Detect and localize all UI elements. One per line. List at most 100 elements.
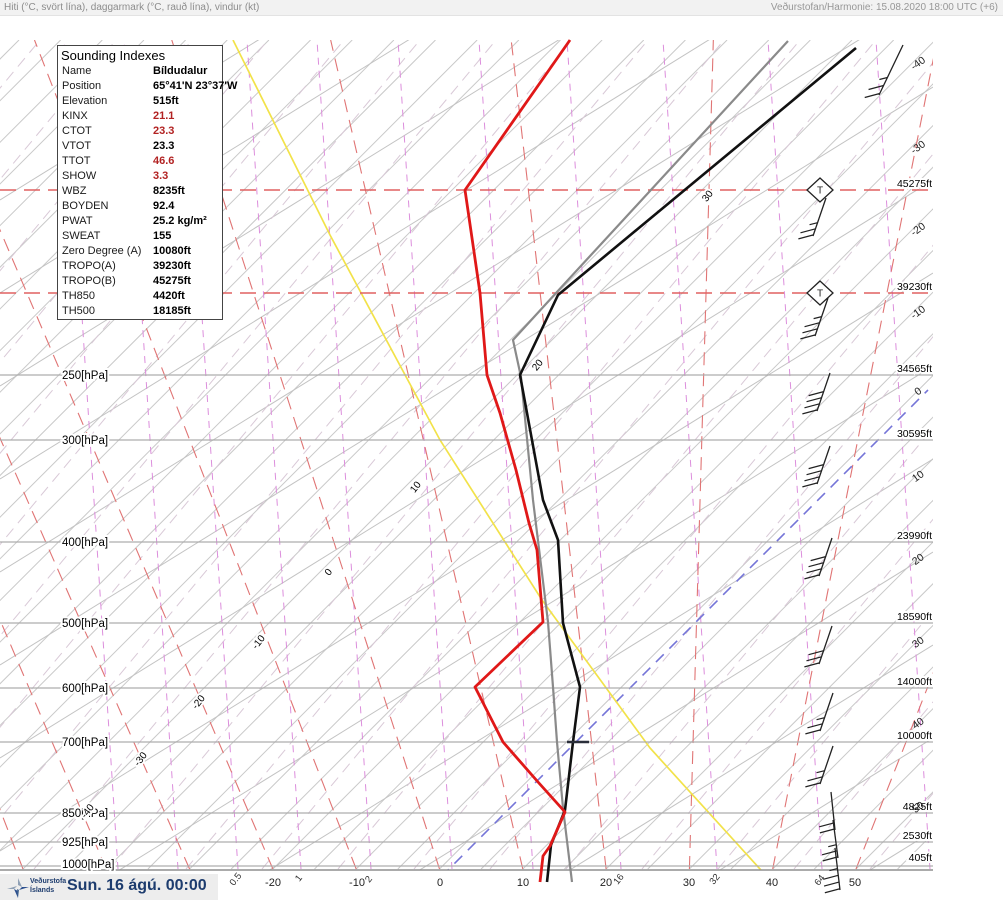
moist-adiabat-line [0,228,274,870]
altitude-label: 34565ft [897,363,932,375]
barb-feather [804,662,820,668]
index-label: Name [62,65,92,77]
index-value: 3.3 [153,170,169,182]
isotherm-line [522,458,933,870]
wind-barb [802,445,831,488]
pressure-label: 850[hPa] [62,808,108,820]
index-row: Position 65°41'N 23°37'W [58,79,237,94]
isotherm-line [855,791,933,870]
barb-feather [804,403,820,409]
valid-time-label[interactable]: Sun. 16 ágú. 00:00 [67,877,207,894]
index-value: 39230ft [153,260,191,272]
axis-labels: 250[hPa] 300[hPa] 400[hPa] 500[hPa] 600[hPa]… [60,54,934,889]
isotherm-line [0,40,20,60]
barb-staff [818,625,833,665]
index-value: 23.3 [153,125,175,137]
wind-barbs [798,44,904,894]
mixing-ratio-line [316,40,372,870]
index-label: KINX [62,110,88,122]
model-run-text: Veðurstofan/Harmonie: 15.08.2020 18:00 U… [770,2,998,13]
barb-feather [823,881,840,887]
mixing-ratio-line [875,40,931,870]
mixing-ratio-line [246,40,302,870]
pressure-label: 925[hPa] [62,837,108,849]
adiabat-line [0,40,860,573]
isotherm-line [0,40,436,477]
sounding-indexes-panel: Sounding Indexes Name Bíldudalur Position 6… [57,45,237,320]
barb-feather [819,828,836,834]
diamond-icon [806,177,834,203]
isotherm-line [147,83,933,870]
isotherm-line [0,40,645,685]
isotherm-line [0,40,62,102]
index-row: WBZ 8235ft [58,184,222,199]
mixing-ratio-label: 32 [707,872,722,887]
barb-half-feather [813,316,822,320]
moist-adiabat-line [939,40,1003,869]
isotherm-line [272,208,933,870]
barb-feather [798,234,814,240]
barb-staff [819,745,834,785]
index-row: SHOW 3.3 [58,169,222,184]
chart-legend-text: Hiti (°C, svört lína), daggarmark (°C, r… [4,2,260,13]
isotherm-line [64,40,895,870]
index-row: TROPO(B) 45275ft [58,274,222,289]
index-value: 10080ft [153,245,191,257]
barb-feather [821,850,838,856]
isobar-lines [0,189,933,871]
barb-staff [878,44,904,96]
index-value: 92.4 [153,200,175,212]
adiabat-line [418,551,933,870]
altitude-label: 45275ft [897,178,932,190]
adiabat-value-label: -30 [132,750,150,769]
barb-feather [804,322,820,328]
temp-axis-label: 40 [766,877,778,889]
barb-half-feather [879,76,888,81]
index-label: TH500 [62,305,96,317]
moist-guide-line [489,335,933,870]
mixing-ratio-line [478,40,534,870]
index-row: PWAT 25.2 kg/m² [58,214,222,229]
mixing-ratio-line [397,40,453,870]
header-bar: Hiti (°C, svört lína), daggarmark (°C, r… [0,0,1003,16]
barb-feather [806,470,822,476]
adiabat-line [118,365,933,870]
altitude-label: 23990ft [897,530,932,542]
index-label: TROPO(B) [62,275,116,287]
temp-axis-label: -20 [265,877,281,889]
isotherm-line [0,40,145,185]
isotherm-line [189,124,933,870]
index-value: 155 [153,230,172,242]
moist-guide-line [565,427,933,870]
moist-adiabat-line [330,40,524,870]
zero-isotherm-line [446,389,929,870]
index-label: Position [62,80,102,92]
isotherm-line [355,291,933,870]
wind-barb [819,791,836,834]
altitude-label: 14000ft [897,676,932,688]
diamond-icon [806,280,834,306]
index-row: BOYDEN 92.4 [58,199,222,214]
vedurstofa-logo-icon [7,878,29,898]
isotherm-right-label: 10 [910,468,927,485]
barb-feather [824,888,841,894]
index-value: 45275ft [153,275,191,287]
barb-feather [805,729,821,735]
index-row: Zero Degree (A) 10080ft [58,244,222,259]
index-value: 8235ft [153,185,185,197]
barb-staff [830,791,836,831]
tropopause-marker-label: T [817,289,823,300]
isotherm-line [22,40,853,870]
pressure-label: 700[hPa] [62,737,108,749]
index-label: VTOT [62,140,92,152]
index-value: 65°41'N 23°37'W [153,80,238,92]
index-label: PWAT [62,215,93,227]
isotherm-line [0,40,520,560]
pressure-label: 300[hPa] [62,435,108,447]
barb-half-feather [829,867,838,872]
isotherm-line [0,40,478,518]
wind-barb [864,44,904,99]
wind-barb [798,197,827,240]
tropopause-marker: T [806,177,834,203]
tropopause-marker: T [806,280,834,306]
